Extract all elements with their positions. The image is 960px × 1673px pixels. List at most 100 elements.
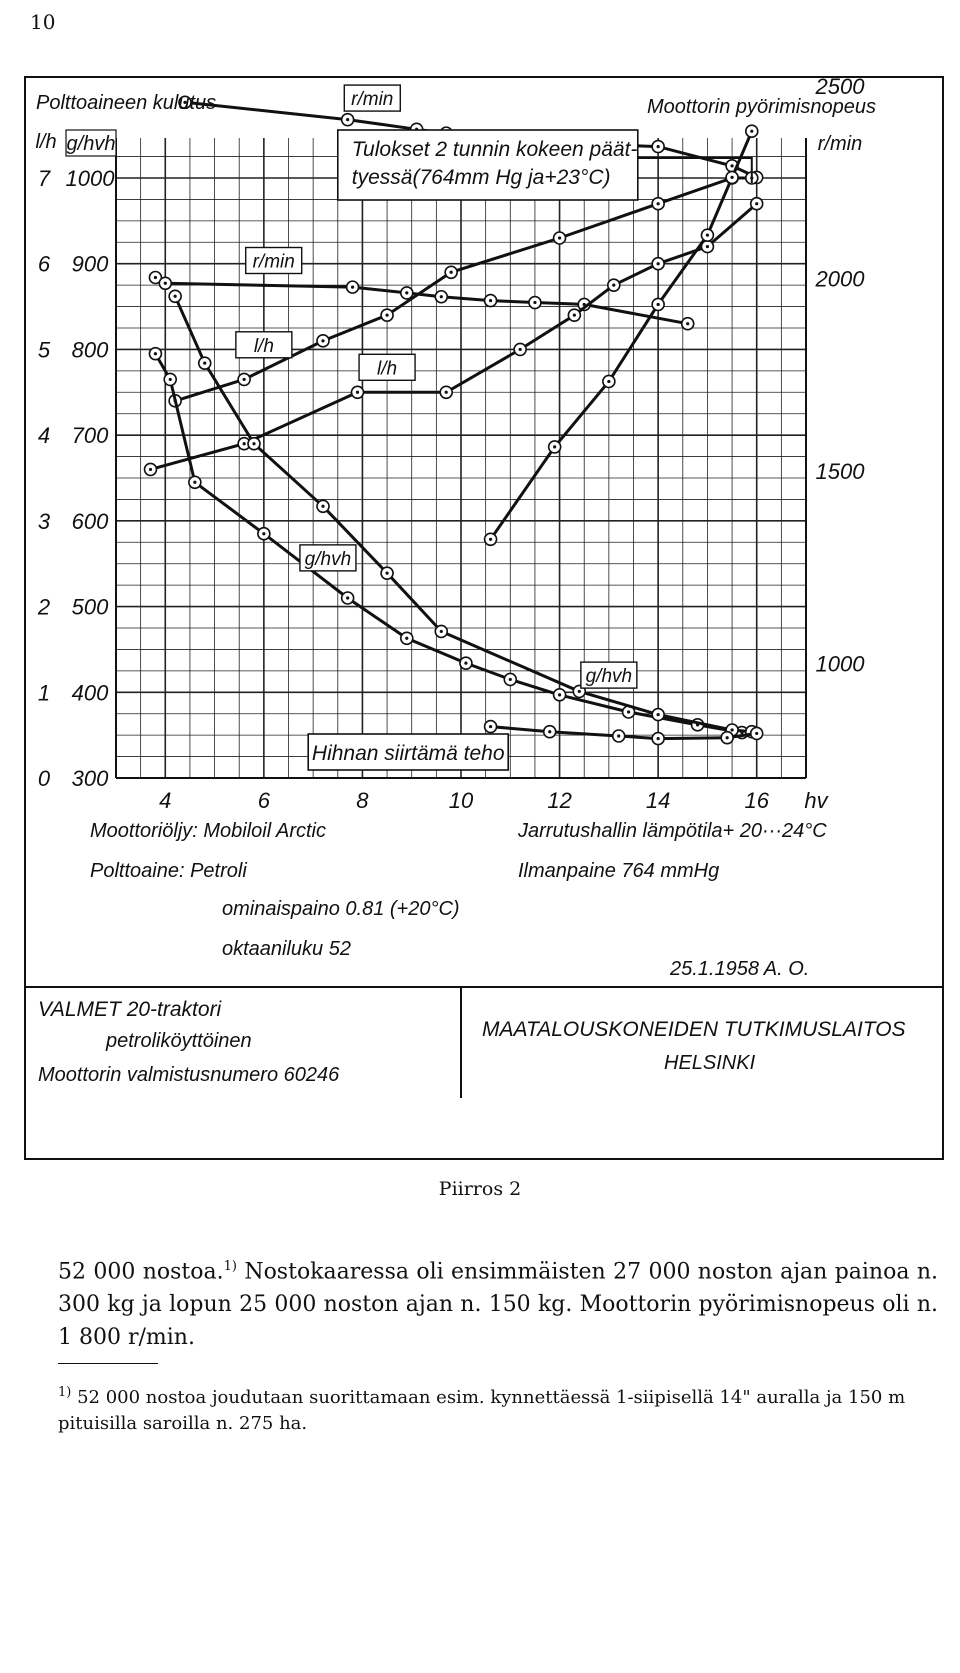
series-label-5: g/hvh <box>586 666 632 687</box>
data-point-center <box>612 283 616 287</box>
data-point-center <box>252 442 256 446</box>
tick-bg-rpm <box>810 262 870 291</box>
data-point-center <box>656 262 660 266</box>
tick-label-lh: 6 <box>38 252 51 277</box>
tick-label-ghvh: 900 <box>72 252 109 277</box>
chart-title-box <box>336 129 639 201</box>
data-point-center <box>705 233 710 237</box>
institute-city: HELSINKI <box>664 1052 756 1074</box>
tick-label-rpm: 2500 <box>815 78 866 99</box>
x-axis-unit: hv <box>804 788 829 813</box>
data-point-center <box>262 532 266 536</box>
x-axis-title: Hihnan siirtämä teho <box>312 742 505 765</box>
tick-bg-ghvh <box>66 421 114 448</box>
tick-label-lh: 0 <box>38 766 51 791</box>
data-point-center <box>577 689 581 694</box>
data-point-center <box>385 571 389 575</box>
data-point-center <box>557 236 562 240</box>
body-text-pre: 52 000 nostoa. <box>58 1259 224 1285</box>
tick-bg-ghvh <box>66 249 114 276</box>
tick-label-ghvh: 400 <box>72 680 109 705</box>
page-number: 10 <box>30 10 56 34</box>
tick-label-x: 16 <box>744 788 769 813</box>
tick-label-lh: 7 <box>38 166 51 191</box>
data-point-center <box>656 736 660 741</box>
note-octane: oktaaniluku 52 <box>222 938 351 960</box>
data-point-center <box>572 313 576 317</box>
note-density: ominaispaino 0.81 (+20°C) <box>222 898 460 920</box>
data-point-center <box>242 442 246 446</box>
tick-bg-ghvh <box>66 592 114 619</box>
tick-label-x: 10 <box>449 788 474 813</box>
data-point-center <box>548 730 552 734</box>
note-pressure: Ilmanpaine 764 mmHg <box>518 860 720 882</box>
data-point-center <box>730 175 734 179</box>
data-point-center <box>321 339 325 343</box>
tick-label-ghvh: 300 <box>72 766 109 791</box>
data-point-center <box>168 377 172 382</box>
data-point-center <box>656 145 660 149</box>
tick-label-x: 8 <box>356 788 369 813</box>
body-text-post: Nostokaaressa oli ensimmäisten 27 000 no… <box>58 1259 938 1351</box>
footnote-rule <box>58 1363 158 1364</box>
data-point-center <box>439 295 443 299</box>
tick-label-ghvh: 700 <box>72 423 109 448</box>
tick-label-x: 12 <box>547 788 571 813</box>
data-point-center <box>148 467 153 472</box>
series-label-3: l/h <box>377 358 397 379</box>
data-point-center <box>553 445 557 449</box>
data-point-center <box>656 202 660 206</box>
data-point-center <box>730 164 734 168</box>
tick-label-rpm: 1000 <box>816 652 866 677</box>
chart-svg: 01234567l/h3004005006007008009001000g/hv… <box>35 78 870 813</box>
tick-bg-ghvh <box>66 764 114 790</box>
data-point-center <box>405 636 409 640</box>
data-point-center <box>557 693 562 697</box>
footnote: 1) 52 000 nostoa joudutaan suorittamaan … <box>58 1380 938 1437</box>
series-label-2: r/min <box>253 252 295 273</box>
tick-bg-rpm <box>810 78 870 98</box>
tick-bg-ghvh <box>66 506 114 533</box>
series-label-box <box>343 84 401 112</box>
series-label-4: g/hvh <box>305 549 351 570</box>
info-divider <box>460 988 462 1098</box>
data-point-center <box>686 322 690 326</box>
data-point-center <box>439 629 443 634</box>
note-brake-temp: Jarrutushallin lämpötila+ 20···24°C <box>518 820 827 842</box>
data-point-center <box>321 504 325 508</box>
series-label-box <box>245 246 303 275</box>
data-point-center <box>533 300 537 305</box>
data-point-center <box>173 294 177 298</box>
data-point-center <box>153 275 158 280</box>
tick-label-rpm: 1500 <box>816 459 866 484</box>
data-point-center <box>405 291 409 295</box>
data-point-center <box>444 390 448 394</box>
series-label-1: l/h <box>254 336 274 357</box>
series-label-box <box>580 661 638 689</box>
tick-label-lh: 2 <box>37 595 50 620</box>
note-date: 25.1.1958 A. O. <box>670 958 810 980</box>
series-label-box <box>358 353 416 381</box>
data-point-center <box>203 361 207 365</box>
tick-label-ghvh: 1000 <box>66 166 116 191</box>
tractor-model: VALMET 20-traktori <box>38 998 222 1021</box>
unit-box-ghvh <box>65 129 117 157</box>
data-point-center <box>656 302 660 307</box>
left-axis-title: Polttoaineen kulutus <box>36 92 217 114</box>
data-point-center <box>193 480 197 484</box>
data-point-center <box>488 724 493 729</box>
data-point-center <box>518 347 522 352</box>
footnote-text: 52 000 nostoa joudutaan suorittamaan esi… <box>58 1387 906 1434</box>
data-point-center <box>350 285 355 289</box>
chart-series <box>143 95 764 746</box>
x-axis-title-box <box>307 733 510 771</box>
chart-labels: 01234567l/h3004005006007008009001000g/hv… <box>35 78 870 813</box>
tick-bg-rpm <box>810 647 870 676</box>
tick-bg-rpm <box>810 455 870 483</box>
series-line-3 <box>150 202 758 471</box>
axis-unit-rpm: r/min <box>818 133 862 155</box>
engine-serial: Moottorin valmistusnumero 60246 <box>38 1064 340 1086</box>
tick-bg-ghvh <box>66 164 114 190</box>
chart-frame: 0 1 2 3 4 5 6 7 l/h 300 400 500 600 700 800 900 1000 g/hv… <box>24 76 944 1160</box>
chart-title: Tulokset 2 tunnin kokeen päät-tyessä(764… <box>352 138 638 189</box>
